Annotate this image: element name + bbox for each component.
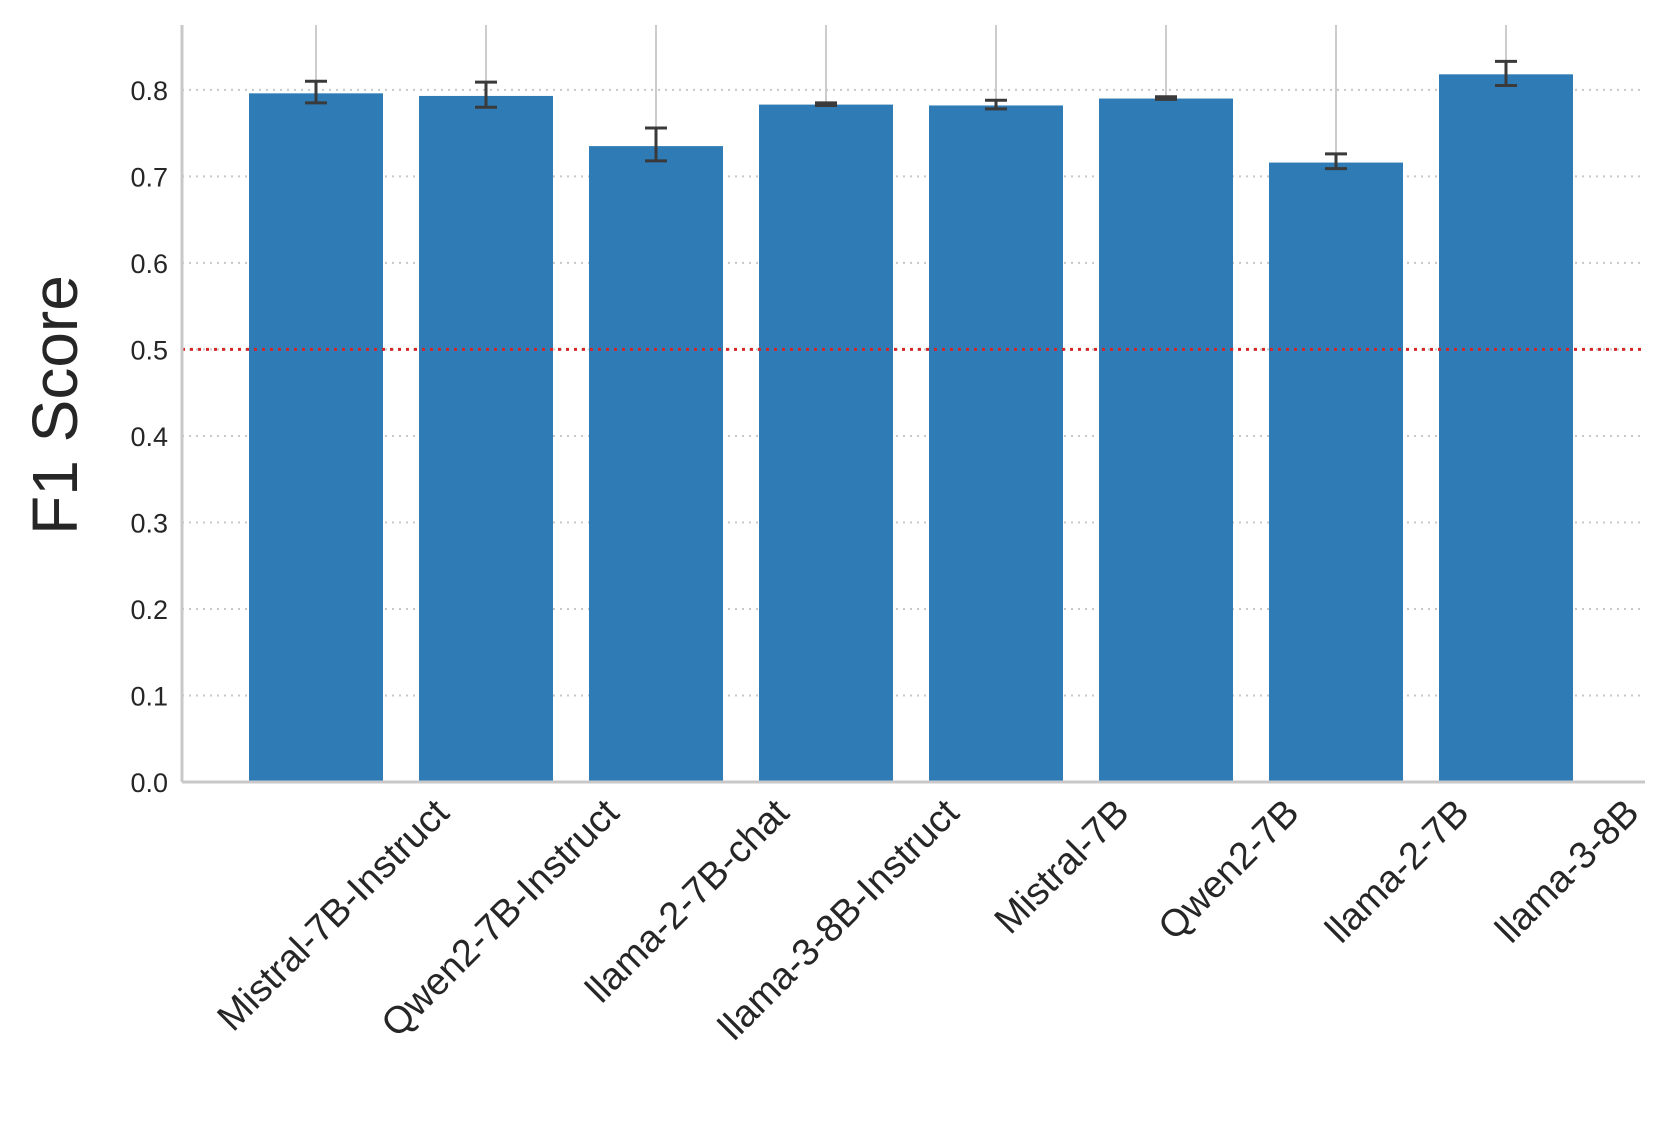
y-tick-label: 0.2 <box>130 595 168 625</box>
x-tick-label: Qwen2-7B <box>1151 792 1308 949</box>
y-tick-label: 0.0 <box>130 768 168 798</box>
y-tick-label: 0.8 <box>130 76 168 106</box>
bar <box>1269 162 1403 782</box>
bar <box>1439 74 1573 783</box>
bar <box>759 104 893 782</box>
y-tick-label: 0.7 <box>130 162 168 192</box>
x-tick-label: llama-2-7B <box>1318 792 1478 952</box>
x-tick-label: Mistral-7B <box>987 792 1138 943</box>
bar-layer <box>249 74 1573 783</box>
bar <box>929 105 1063 783</box>
bar <box>589 146 723 782</box>
y-tick-label: 0.1 <box>130 681 168 711</box>
grid-layer <box>182 88 1645 697</box>
y-tick-label: 0.4 <box>130 422 168 452</box>
y-tick-label: 0.6 <box>130 249 168 279</box>
error-bar-layer <box>305 59 1517 171</box>
x-tick-label: llama-3-8B <box>1488 792 1648 952</box>
x-tick-label-layer: Mistral-7B-InstructQwen2-7B-Instructllam… <box>210 791 1648 1048</box>
y-axis-title: F1 Score <box>19 275 91 535</box>
axis-layer <box>180 25 1645 784</box>
bar <box>419 95 553 782</box>
y-tick-label-layer: 0.0 0.1 0.2 0.3 0.4 0.5 0.6 0.7 0.8 <box>130 76 168 798</box>
bar <box>249 93 383 782</box>
y-tick-label: 0.3 <box>130 508 168 538</box>
bar <box>1099 98 1233 783</box>
y-tick-label: 0.5 <box>130 335 168 365</box>
